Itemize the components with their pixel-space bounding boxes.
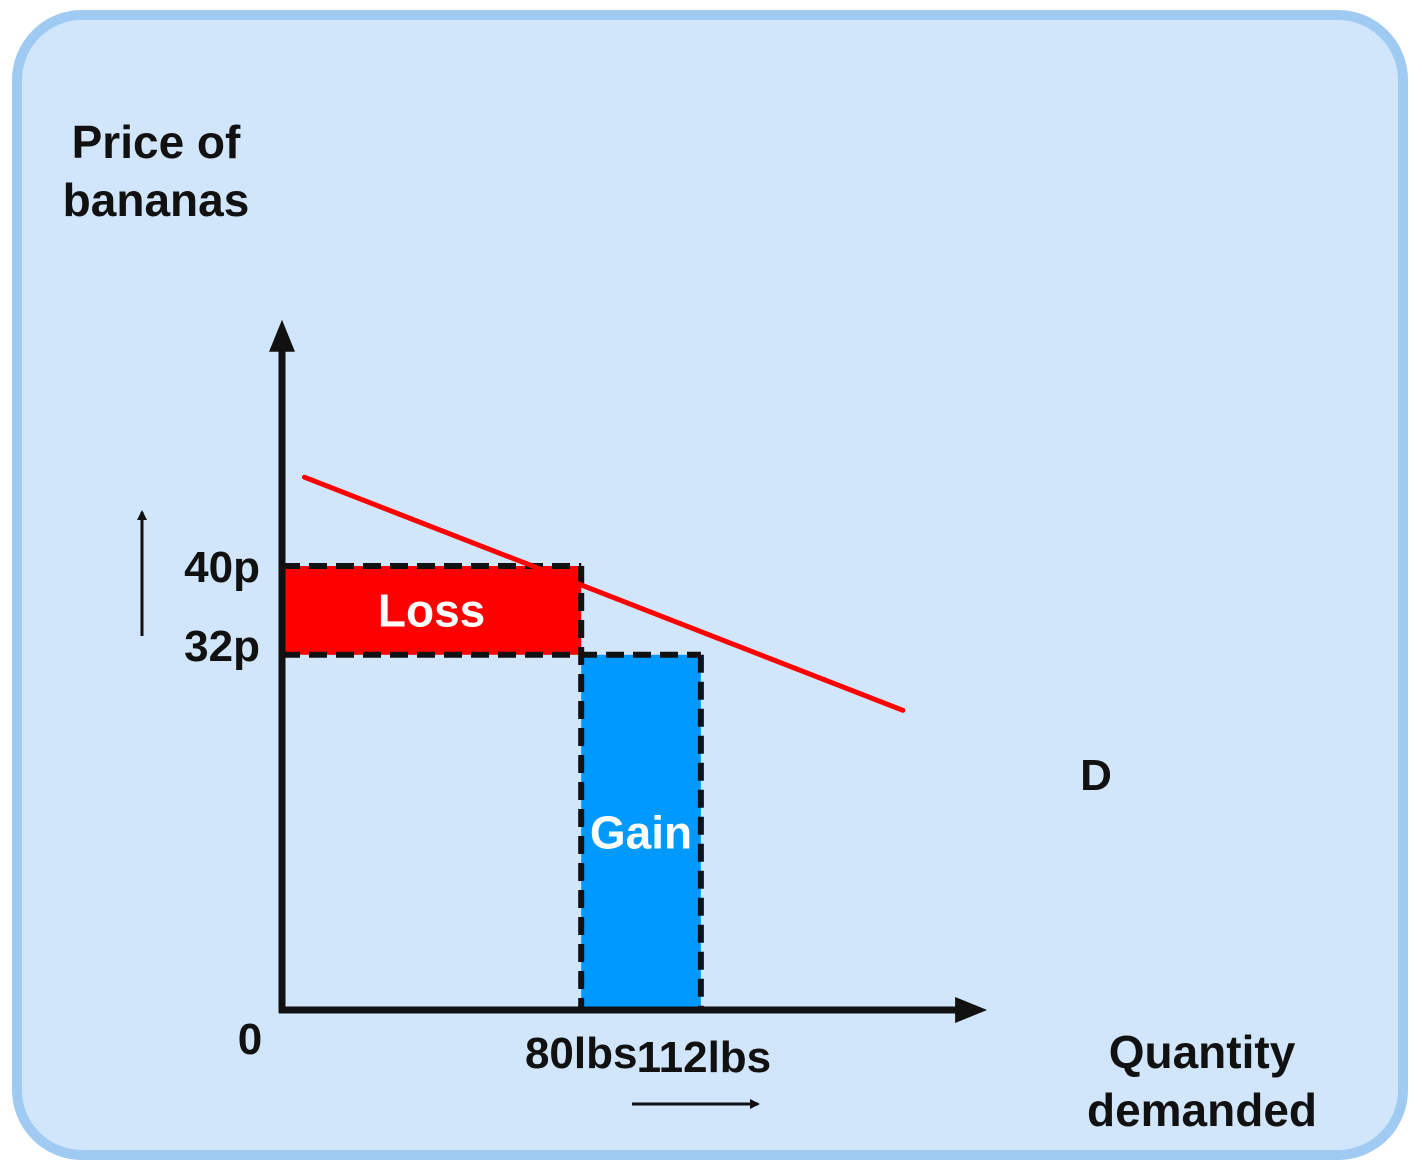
price-tick-label: 32p xyxy=(184,622,260,671)
gain-region xyxy=(581,654,701,1010)
loss-label: Loss xyxy=(378,584,485,636)
demand-curve xyxy=(301,474,906,713)
quantity-tick-label: 112lbs xyxy=(637,1033,772,1082)
x-axis-title-line1: Quantity xyxy=(1109,1026,1296,1078)
chart-frame xyxy=(12,10,1408,1160)
quantity-tick-label: 80lbs xyxy=(525,1029,638,1078)
x-axis-title-line2: demanded xyxy=(1087,1084,1317,1136)
demand-curve-label: D xyxy=(1080,751,1112,800)
origin-label: 0 xyxy=(238,1015,262,1064)
price-tick-label: 40p xyxy=(184,543,260,592)
y-axis-title-line2: bananas xyxy=(63,174,250,226)
y-axis-arrow-icon xyxy=(269,319,295,352)
loss-region xyxy=(282,566,582,655)
gain-label: Gain xyxy=(590,806,692,858)
y-axis-title-line1: Price of xyxy=(72,116,241,168)
x-axis-arrow-icon xyxy=(955,997,988,1023)
